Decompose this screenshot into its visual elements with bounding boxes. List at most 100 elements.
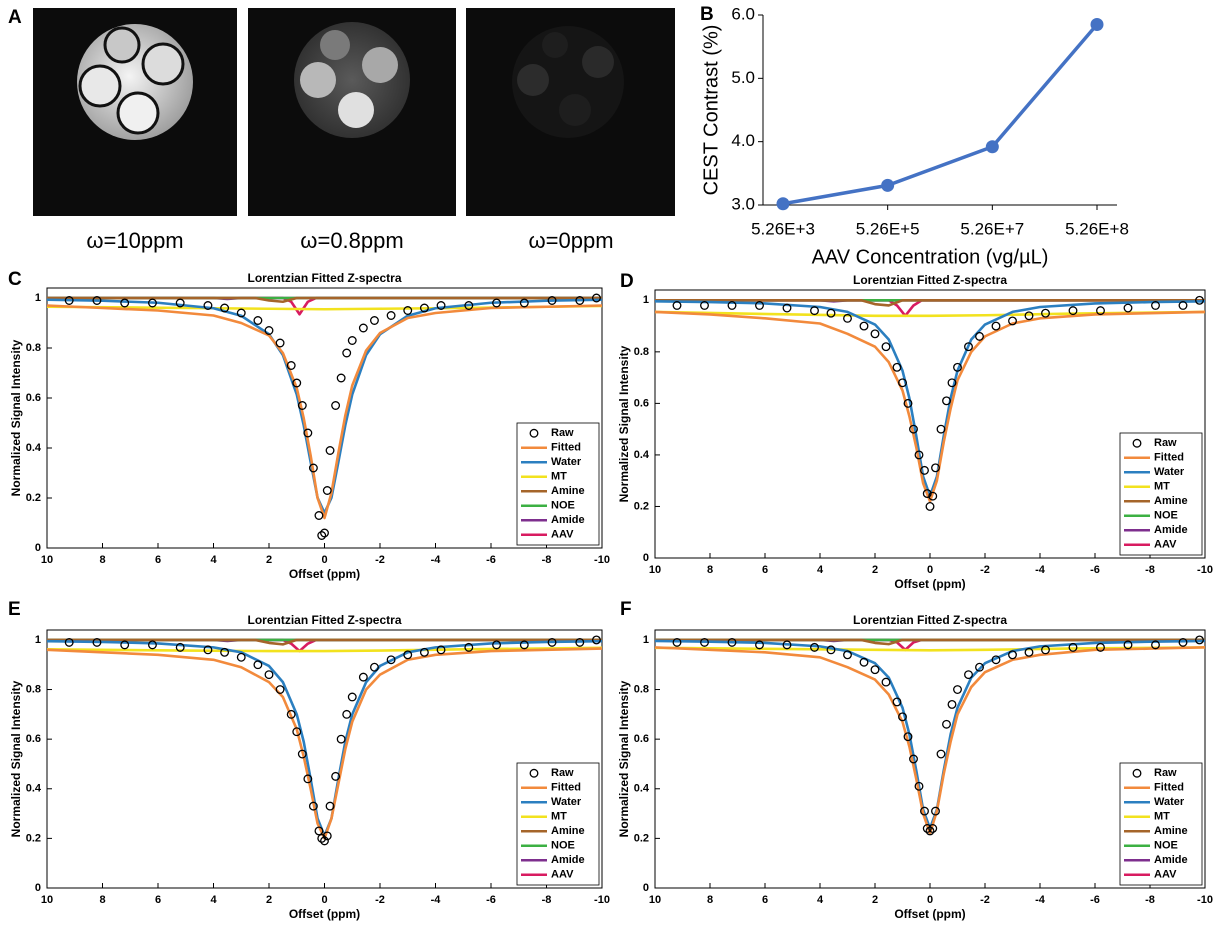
y-tick-label: 0.2 xyxy=(634,832,649,844)
legend-label: MT xyxy=(1154,481,1170,493)
data-point xyxy=(881,179,894,192)
panel-letter: F xyxy=(620,599,632,620)
y-tick-label: 0.8 xyxy=(26,683,41,695)
x-tick-label: 4 xyxy=(817,564,824,576)
legend-label: MT xyxy=(551,811,567,823)
y-tick-label: 1 xyxy=(35,292,41,304)
x-tick-label: 6 xyxy=(762,564,768,576)
x-tick-label: 8 xyxy=(99,554,105,566)
x-tick-label: -4 xyxy=(1035,564,1046,576)
image-caption: ω=10ppm xyxy=(86,228,183,253)
x-tick-label: -4 xyxy=(431,894,442,906)
legend-label: Raw xyxy=(1154,437,1177,449)
y-tick-label: 0.8 xyxy=(26,342,41,354)
y-tick-label: 0.8 xyxy=(634,683,649,695)
image-caption: ω=0ppm xyxy=(528,228,613,253)
x-tick-label: -8 xyxy=(542,554,552,566)
x-tick-label: 0 xyxy=(321,554,327,566)
chart-title: Lorentzian Fitted Z-spectra xyxy=(247,271,401,285)
mri-image xyxy=(33,8,237,216)
x-axis-label: Offset (ppm) xyxy=(289,907,360,921)
legend: RawFittedWaterMTAmineNOEAmideAAV xyxy=(1120,433,1202,555)
plot-area: 00.20.40.60.811086420-2-4-6-8-10Lorentzi… xyxy=(9,613,610,921)
x-tick-label: -10 xyxy=(1197,564,1213,576)
figure: A ω=10ppm ω=0.8ppm ω=0ppm B3.04.05.06.05… xyxy=(0,0,1225,932)
y-tick-label: 1 xyxy=(35,634,41,646)
legend-label: NOE xyxy=(551,840,575,852)
y-tick-label: 0.4 xyxy=(634,449,650,461)
plot-area: 00.20.40.60.811086420-2-4-6-8-10Lorentzi… xyxy=(617,613,1213,921)
legend-label: NOE xyxy=(1154,840,1178,852)
panel-letter: D xyxy=(620,271,634,292)
image-caption: ω=0.8ppm xyxy=(300,228,403,253)
x-tick-label: -10 xyxy=(594,894,610,906)
y-tick-label: 0.2 xyxy=(26,832,41,844)
legend: RawFittedWaterMTAmineNOEAmideAAV xyxy=(1120,763,1202,885)
x-tick-label: -8 xyxy=(1145,564,1155,576)
y-tick-label: 0.6 xyxy=(26,392,41,404)
y-tick-label: 0.6 xyxy=(26,733,41,745)
y-tick-label: 0.2 xyxy=(26,492,41,504)
x-tick-label: 4 xyxy=(210,894,217,906)
legend-label: Amine xyxy=(551,825,585,837)
x-tick-label: 8 xyxy=(99,894,105,906)
data-line xyxy=(783,25,1097,204)
panel-letter: B xyxy=(700,4,714,25)
x-tick-label: 10 xyxy=(649,564,661,576)
legend-label: AAV xyxy=(551,529,574,541)
legend-label: Amine xyxy=(551,485,585,497)
x-tick-label: 0 xyxy=(321,894,327,906)
panel-letter: C xyxy=(8,269,22,290)
x-tick-label: 4 xyxy=(210,554,217,566)
y-axis-label: Normalized Signal Intensity xyxy=(617,345,631,502)
panel-letter: E xyxy=(8,599,21,620)
x-tick-label: 5.26E+3 xyxy=(751,219,815,238)
data-point xyxy=(986,140,999,153)
legend-label: AAV xyxy=(551,869,574,881)
chart-title: Lorentzian Fitted Z-spectra xyxy=(853,613,1007,627)
y-tick-label: 4.0 xyxy=(731,131,755,150)
y-tick-label: 1 xyxy=(643,294,649,306)
x-tick-label: -2 xyxy=(980,564,990,576)
legend-label: MT xyxy=(1154,811,1170,823)
legend-label: Amine xyxy=(1154,495,1188,507)
y-axis-label: Normalized Signal Intensity xyxy=(9,680,23,837)
x-tick-label: 0 xyxy=(927,564,933,576)
legend-label: Water xyxy=(551,796,582,808)
x-tick-label: -6 xyxy=(486,894,496,906)
x-tick-label: -6 xyxy=(1090,564,1100,576)
x-axis-label: Offset (ppm) xyxy=(289,567,360,581)
legend-label: Raw xyxy=(551,427,574,439)
legend-label: AAV xyxy=(1154,869,1177,881)
x-tick-label: 0 xyxy=(927,894,933,906)
y-axis-label: CEST Contrast (%) xyxy=(700,25,722,196)
y-tick-label: 0.4 xyxy=(634,783,650,795)
x-tick-label: 8 xyxy=(707,564,713,576)
x-tick-label: 5.26E+8 xyxy=(1065,219,1129,238)
x-tick-label: -10 xyxy=(1197,894,1213,906)
legend-label: MT xyxy=(551,471,567,483)
x-tick-label: 2 xyxy=(266,894,272,906)
data-point xyxy=(1091,18,1104,31)
x-axis-label: Offset (ppm) xyxy=(894,907,965,921)
x-tick-label: -6 xyxy=(1090,894,1100,906)
legend-label: Amide xyxy=(1154,524,1188,536)
legend-label: Fitted xyxy=(1154,782,1184,794)
x-tick-label: 2 xyxy=(872,564,878,576)
y-tick-label: 0.8 xyxy=(634,346,649,358)
y-tick-label: 6.0 xyxy=(731,4,755,23)
legend-label: Fitted xyxy=(1154,452,1184,464)
legend-label: Amide xyxy=(551,854,585,866)
legend: RawFittedWaterMTAmineNOEAmideAAV xyxy=(517,763,599,885)
x-tick-label: -4 xyxy=(431,554,442,566)
legend-label: NOE xyxy=(1154,510,1178,522)
panel-letter: A xyxy=(8,7,22,28)
x-tick-label: 5.26E+5 xyxy=(856,219,920,238)
legend-label: Amide xyxy=(1154,854,1188,866)
legend-label: AAV xyxy=(1154,539,1177,551)
legend-label: Fitted xyxy=(551,442,581,454)
x-tick-label: 5.26E+7 xyxy=(960,219,1024,238)
